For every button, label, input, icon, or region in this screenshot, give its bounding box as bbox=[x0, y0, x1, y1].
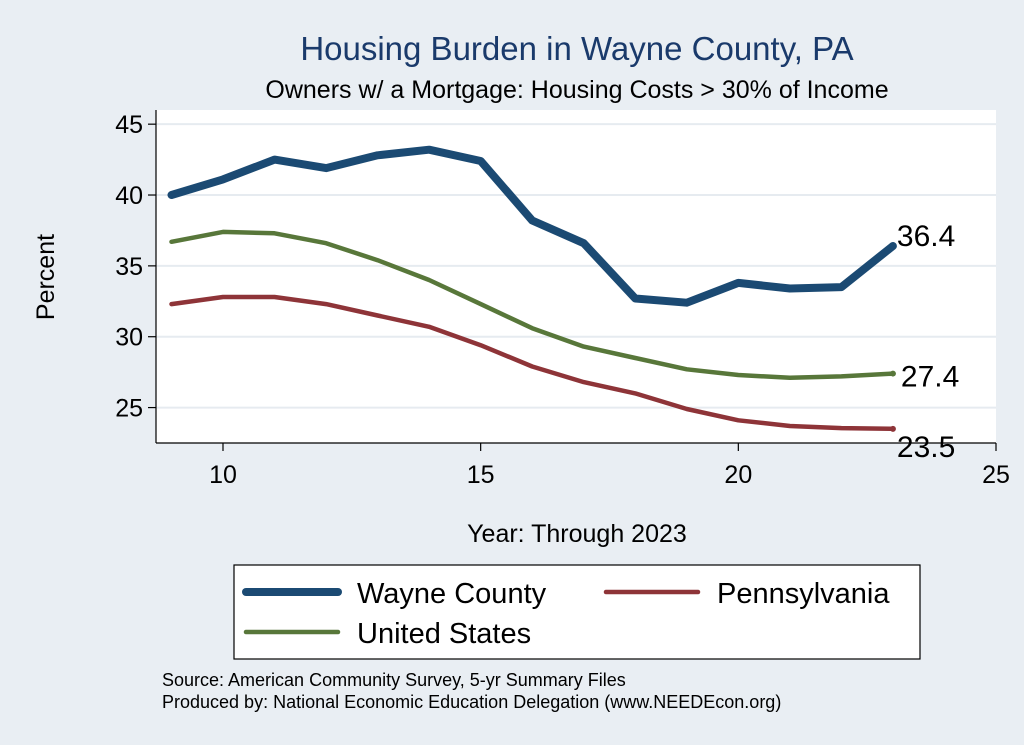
x-tick-label-10: 10 bbox=[209, 461, 237, 489]
end-label-pennsylvania: 23.5 bbox=[897, 431, 955, 464]
end-point-pennsylvania bbox=[889, 425, 896, 432]
y-tick-label-30: 30 bbox=[115, 324, 143, 352]
end-label-united-states: 27.4 bbox=[901, 361, 959, 394]
chart-subtitle: Owners w/ a Mortgage: Housing Costs > 30… bbox=[265, 76, 888, 104]
end-label-wayne-county: 36.4 bbox=[897, 220, 955, 253]
x-axis-label: Year: Through 2023 bbox=[467, 520, 687, 548]
x-tick-label-15: 15 bbox=[467, 461, 495, 489]
y-tick-label-25: 25 bbox=[115, 395, 143, 423]
x-tick-label-20: 20 bbox=[724, 461, 752, 489]
series-line-united-states bbox=[169, 229, 896, 381]
y-tick-label-45: 45 bbox=[115, 111, 143, 139]
end-point-wayne-county bbox=[889, 243, 896, 250]
y-tick-label-35: 35 bbox=[115, 253, 143, 281]
series-line-wayne-county bbox=[167, 145, 897, 307]
x-tick-label-25: 25 bbox=[982, 461, 1010, 489]
legend-label-pennsylvania: Pennsylvania bbox=[717, 578, 890, 610]
producer-note: Produced by: National Economic Education… bbox=[162, 692, 781, 712]
series-line-pennsylvania bbox=[169, 294, 896, 432]
legend: Wayne County Pennsylvania United States bbox=[233, 564, 921, 660]
legend-box bbox=[233, 564, 921, 660]
series-lines: 36.4 23.5 27.4 bbox=[167, 145, 959, 464]
grid-lines bbox=[156, 123, 996, 409]
legend-label-wayne-county: Wayne County bbox=[357, 578, 547, 610]
source-note: Source: American Community Survey, 5-yr … bbox=[162, 670, 626, 690]
y-tick-label-40: 40 bbox=[115, 182, 143, 210]
axis-ticks: 25 30 35 40 45 10 15 20 25 bbox=[115, 111, 1010, 489]
legend-label-united-states: United States bbox=[357, 618, 531, 650]
end-point-united-states bbox=[889, 370, 896, 377]
y-axis-label: Percent bbox=[32, 234, 60, 320]
chart-title: Housing Burden in Wayne County, PA bbox=[300, 30, 853, 67]
